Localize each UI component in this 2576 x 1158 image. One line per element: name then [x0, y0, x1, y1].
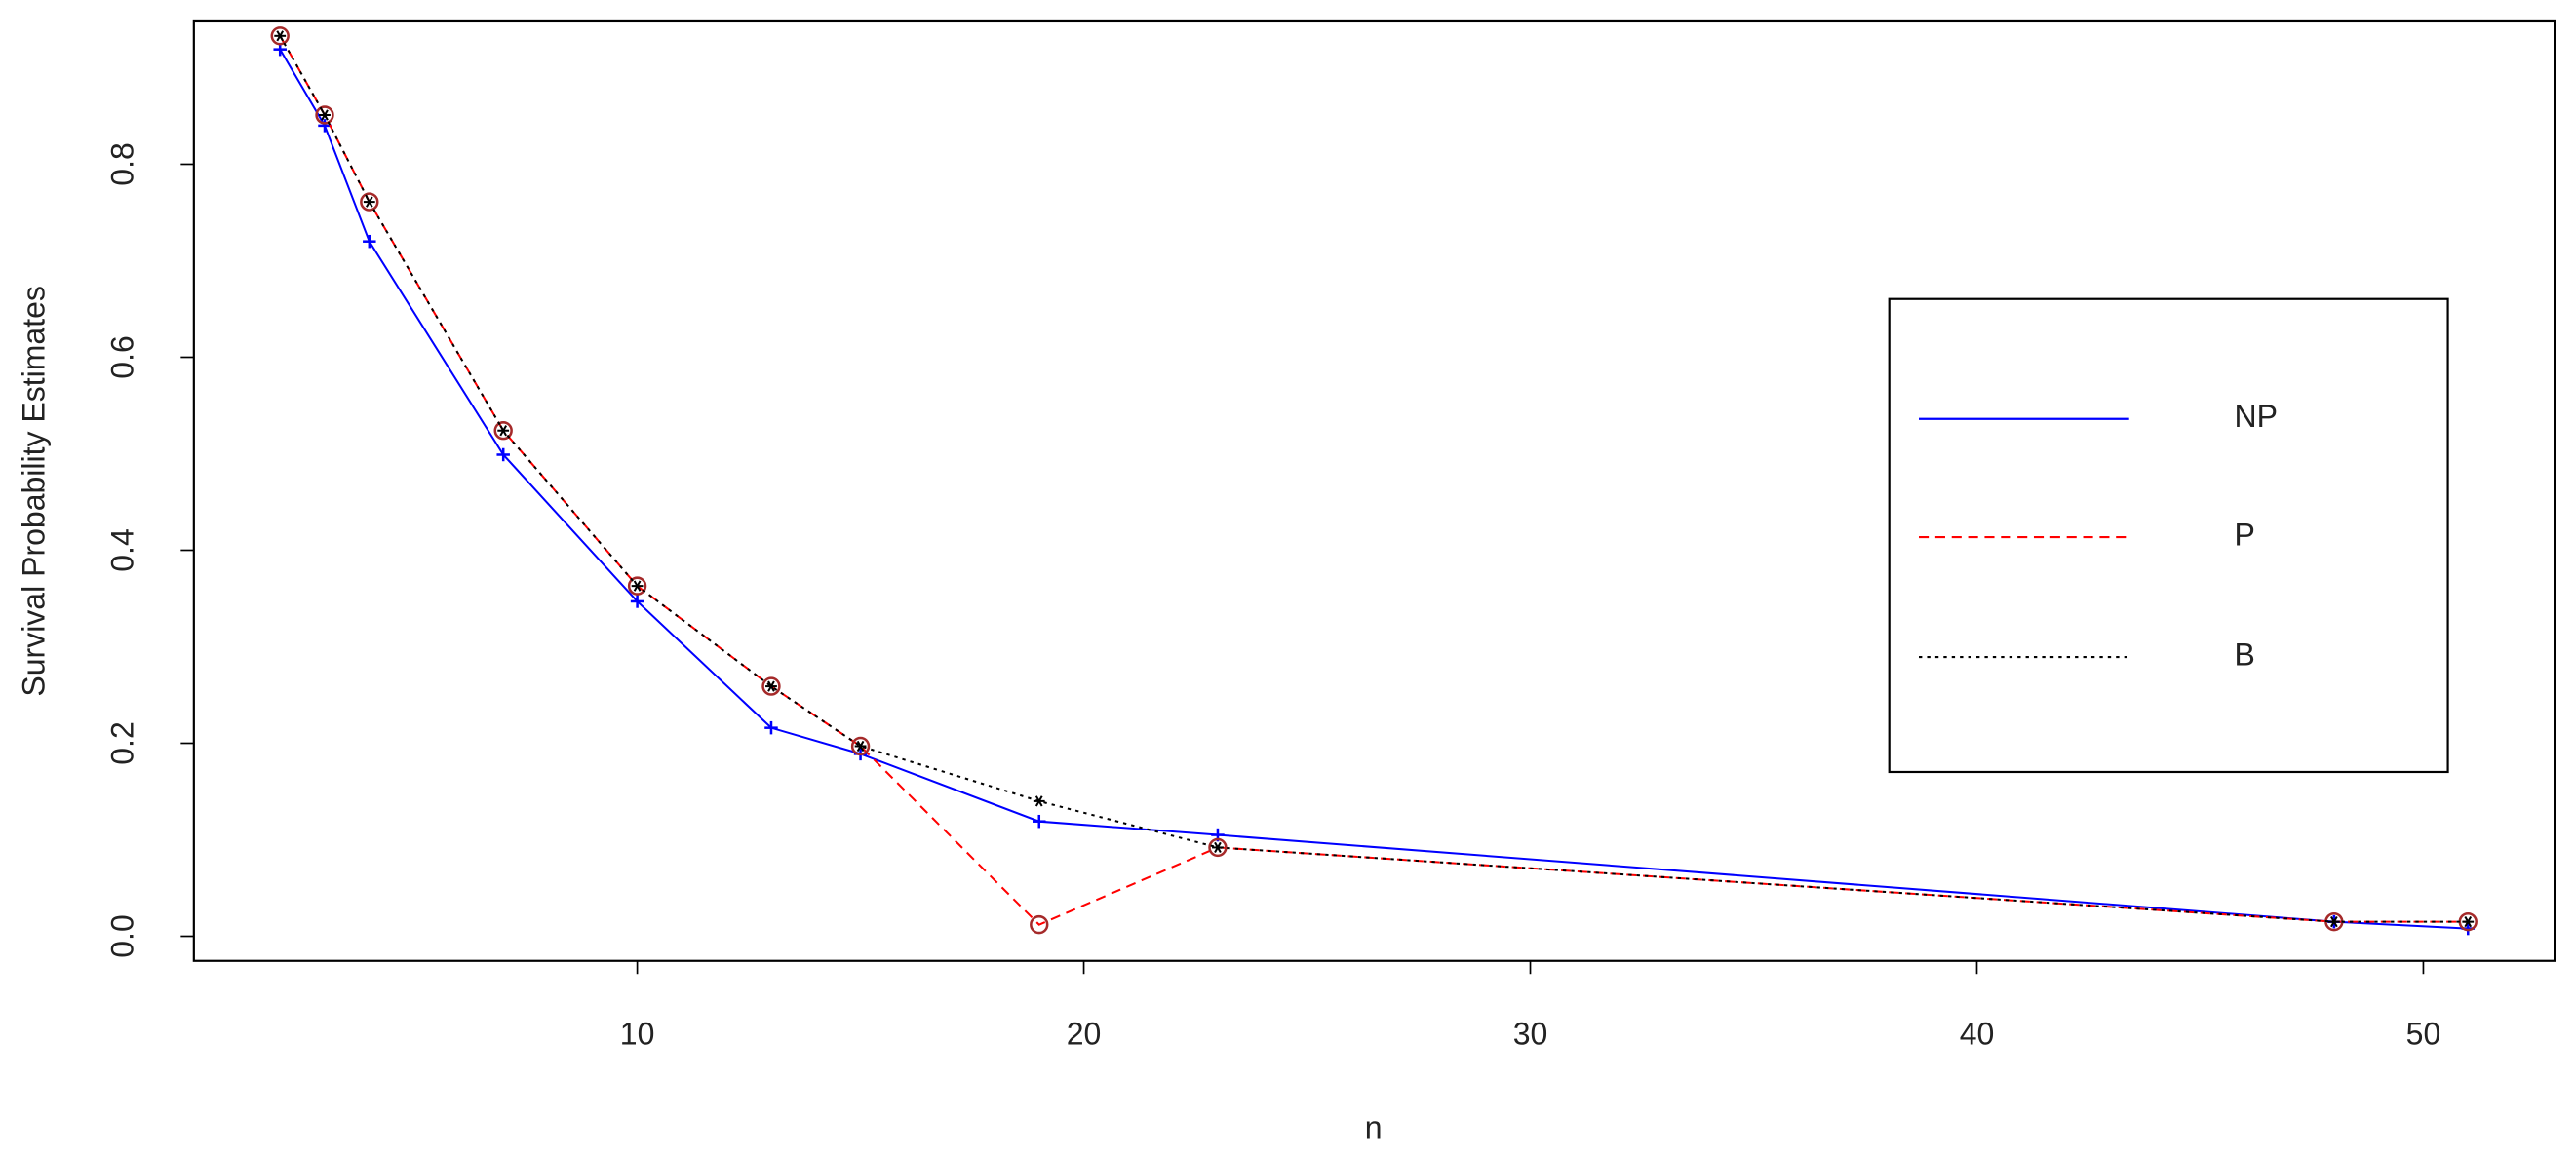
y-tick-label: 0.4	[105, 528, 140, 571]
y-tick-label: 0.6	[105, 335, 140, 378]
point	[315, 105, 334, 125]
marker-part	[1034, 795, 1043, 807]
x-tick-label: 20	[1067, 1017, 1102, 1052]
point	[274, 30, 287, 42]
x-tick-label: 30	[1513, 1017, 1548, 1052]
y-tick-label: 0.0	[105, 914, 140, 957]
marker-part	[493, 421, 513, 441]
marker-part	[1030, 914, 1049, 935]
marker-part	[360, 192, 379, 212]
marker-part	[1208, 837, 1228, 858]
marker-part	[627, 576, 647, 596]
point	[2327, 916, 2340, 928]
marker-part	[856, 740, 865, 753]
legend-box	[1888, 297, 2449, 774]
point	[496, 447, 510, 462]
marker-part	[276, 30, 285, 42]
point	[363, 196, 375, 208]
point	[493, 421, 513, 441]
y-axis-label: Survival Probability Estimates	[17, 286, 52, 696]
marker-part	[2330, 916, 2338, 928]
legend-label: NP	[2235, 399, 2278, 434]
point	[2462, 916, 2475, 928]
series-line	[279, 35, 2469, 923]
marker-part	[270, 26, 290, 46]
plot-frame	[192, 19, 2556, 962]
point	[627, 576, 647, 596]
y-tick-label: 0.2	[105, 721, 140, 764]
marker-part	[315, 105, 334, 125]
x-tick-label: 50	[2406, 1017, 2441, 1052]
y-tick-label: 0.8	[105, 142, 140, 185]
marker-part	[1214, 841, 1222, 854]
point	[854, 740, 867, 753]
marker-part	[767, 680, 775, 692]
point	[319, 109, 331, 121]
point	[1033, 795, 1045, 807]
point	[1208, 837, 1228, 858]
x-axis-label: n	[1365, 1110, 1383, 1145]
point	[1033, 814, 1046, 829]
marker-part	[499, 425, 508, 437]
marker-part	[321, 109, 329, 121]
marker-part	[761, 676, 781, 696]
marker-part	[2464, 916, 2473, 928]
point	[363, 234, 376, 249]
point	[765, 680, 777, 692]
point	[1212, 841, 1224, 854]
marker-part	[850, 736, 871, 756]
x-tick-label: 40	[1960, 1017, 1995, 1052]
point	[631, 580, 644, 592]
legend-label: P	[2235, 517, 2255, 552]
x-tick-label: 10	[620, 1017, 655, 1052]
marker-part	[365, 196, 373, 208]
point	[850, 736, 871, 756]
point	[630, 595, 644, 608]
legend-label: B	[2235, 637, 2255, 672]
point	[1030, 914, 1049, 935]
point	[497, 425, 510, 437]
marker-part	[633, 580, 642, 592]
point	[360, 192, 379, 212]
point	[761, 676, 781, 696]
point	[764, 720, 778, 735]
point	[270, 26, 290, 46]
